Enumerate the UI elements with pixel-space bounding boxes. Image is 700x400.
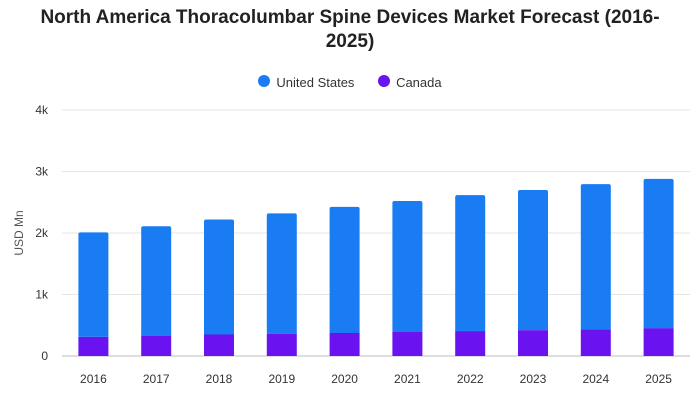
bar-canada-2020[interactable]	[329, 332, 360, 356]
y-tick-label: 3k	[35, 165, 49, 179]
legend-label-united-states: United States	[276, 74, 355, 90]
legend-label-canada: Canada	[396, 74, 442, 90]
x-tick-label-2021: 2021	[394, 372, 421, 386]
chart-title: North America Thoracolumbar Spine Device…	[40, 7, 660, 52]
x-tick-label-2020: 2020	[331, 372, 358, 386]
x-tick-label-2017: 2017	[143, 372, 170, 386]
bar-united-states-2019[interactable]	[266, 213, 297, 334]
bar-canada-2017[interactable]	[141, 335, 172, 356]
bars	[78, 178, 674, 356]
x-tick-label-2018: 2018	[206, 372, 233, 386]
bar-canada-2016[interactable]	[78, 336, 109, 356]
bar-united-states-2022[interactable]	[455, 195, 486, 332]
bar-canada-2022[interactable]	[455, 331, 486, 356]
legend-dot-united-states	[258, 75, 271, 88]
x-tick-label-2022: 2022	[457, 372, 484, 386]
bar-canada-2018[interactable]	[204, 334, 234, 356]
y-tick-label: 1k	[35, 288, 49, 302]
bar-canada-2025[interactable]	[643, 328, 674, 356]
x-tick-label-2025: 2025	[645, 372, 672, 386]
bar-united-states-2021[interactable]	[392, 201, 423, 333]
bar-united-states-2020[interactable]	[329, 206, 360, 333]
bar-united-states-2018[interactable]	[204, 219, 234, 335]
bar-united-states-2024[interactable]	[580, 184, 611, 330]
x-tick-label-2024: 2024	[582, 372, 609, 386]
x-axis-ticks: 2016 2017 2018 2019 2020 2021 2022 2023 2024 2025	[80, 372, 672, 386]
bar-canada-2024[interactable]	[580, 329, 611, 356]
x-tick-label-2023: 2023	[520, 372, 547, 386]
legend-item-canada[interactable]: Canada	[378, 74, 442, 90]
bar-united-states-2017[interactable]	[141, 226, 172, 336]
bar-united-states-2016[interactable]	[78, 232, 109, 337]
bar-united-states-2025[interactable]	[643, 178, 674, 329]
legend-item-united-states[interactable]: United States	[258, 74, 354, 90]
y-tick-label: 4k	[35, 103, 49, 117]
y-tick-label: 0	[41, 349, 48, 363]
y-tick-label: 2k	[35, 226, 49, 240]
bar-canada-2021[interactable]	[392, 332, 423, 356]
bar-canada-2023[interactable]	[518, 330, 548, 356]
y-axis-ticks: 0 1k 2k 3k 4k	[35, 103, 49, 363]
x-tick-label-2019: 2019	[268, 372, 295, 386]
bar-canada-2019[interactable]	[266, 333, 297, 356]
y-axis-title: USD Mn	[12, 210, 26, 255]
legend: United States Canada	[0, 73, 700, 90]
x-tick-label-2016: 2016	[80, 372, 107, 386]
bar-united-states-2023[interactable]	[518, 189, 548, 331]
legend-dot-canada	[378, 75, 391, 88]
